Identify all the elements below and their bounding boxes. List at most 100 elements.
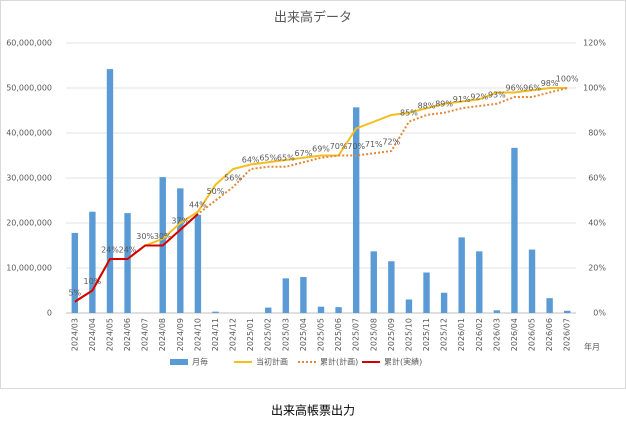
bar [370, 251, 377, 313]
x-tick-label: 2025/04 [299, 318, 308, 351]
y2-tick-label: 100% [583, 84, 606, 93]
data-label: 37% [171, 216, 189, 225]
x-tick-label: 2025/06 [334, 318, 343, 351]
bar [89, 211, 96, 313]
data-label: 10% [83, 277, 101, 286]
y2-tick-label: 20% [588, 264, 606, 273]
bar [546, 298, 553, 313]
data-label: 89% [435, 99, 453, 108]
bar [212, 311, 219, 313]
bar [405, 299, 413, 313]
data-label: 100% [556, 75, 579, 84]
data-label: 71% [365, 140, 383, 149]
x-tick-label: 2025/08 [369, 318, 378, 351]
bar [194, 214, 202, 313]
data-label: 24% [101, 246, 119, 255]
x-tick-label: 2024/12 [229, 318, 238, 351]
x-tick-label: 2026/01 [457, 318, 466, 351]
bar [476, 251, 483, 313]
bar [493, 310, 501, 313]
bar [265, 307, 272, 313]
x-tick-label: 2025/09 [387, 318, 396, 351]
bar [177, 188, 184, 313]
legend-swatch [170, 359, 188, 365]
x-tick-label: 2025/07 [352, 318, 361, 351]
line [74, 87, 568, 303]
x-tick-label: 2024/03 [70, 318, 79, 351]
data-label: 91% [453, 95, 471, 104]
data-label: 5% [68, 288, 81, 297]
x-tick-label: 2025/12 [440, 318, 449, 351]
y2-tick-label: 120% [583, 39, 606, 48]
y-tick-label: 60,000,000 [6, 39, 52, 48]
data-label: 65% [277, 153, 295, 162]
legend-label: 累計(実績) [384, 357, 422, 367]
bar [440, 292, 448, 313]
data-label: 70% [347, 142, 365, 151]
x-tick-label: 2024/10 [193, 318, 202, 351]
line [74, 213, 199, 303]
bar [317, 306, 325, 313]
data-label: 64% [242, 156, 260, 165]
data-label: 69% [312, 144, 330, 153]
data-label: 44% [189, 201, 207, 210]
bar [388, 261, 395, 313]
data-label: 24% [119, 246, 137, 255]
bar [124, 213, 131, 313]
data-label: 96% [506, 84, 524, 93]
bar [564, 310, 571, 313]
bar [423, 272, 430, 313]
x-tick-label: 2026/07 [563, 318, 572, 351]
x-tick-label: 2024/09 [176, 318, 185, 351]
y-tick-label: 20,000,000 [6, 219, 52, 228]
y2-tick-label: 40% [588, 219, 606, 228]
bar [528, 249, 536, 313]
data-label: 72% [382, 138, 400, 147]
x-tick-label: 2024/05 [105, 318, 114, 351]
data-label: 96% [523, 84, 541, 93]
y-tick-label: 10,000,000 [6, 264, 52, 273]
x-tick-label: 2026/05 [528, 318, 537, 351]
data-label: 56% [224, 174, 242, 183]
data-label: 88% [418, 102, 436, 111]
data-label: 70% [330, 142, 348, 151]
data-label: 93% [488, 90, 506, 99]
bar [300, 277, 307, 313]
x-tick-label: 2025/03 [281, 318, 290, 351]
x-tick-label: 2024/11 [211, 318, 220, 351]
data-label: 85% [400, 108, 418, 117]
data-label: 92% [470, 93, 488, 102]
x-tick-label: 2026/04 [510, 318, 519, 351]
x-tick-label: 2025/10 [404, 318, 413, 351]
x-tick-label: 2025/01 [246, 318, 255, 351]
x-tick-label: 2024/06 [123, 318, 132, 351]
chart-frame [0, 0, 626, 389]
y2-tick-label: 0% [593, 309, 606, 318]
data-label: 98% [541, 79, 559, 88]
x-tick-label: 2025/11 [422, 318, 431, 351]
x-tick-label: 2024/07 [141, 318, 150, 351]
x-tick-label: 2026/06 [545, 318, 554, 351]
x-tick-label: 2025/05 [317, 318, 326, 351]
x-tick-label: 2024/04 [88, 318, 97, 351]
legend-label: 月毎 [192, 357, 208, 367]
x-tick-label: 2025/02 [264, 318, 273, 351]
legend-label: 累計(計画) [320, 357, 358, 367]
caption: 出来高帳票出力 [271, 403, 355, 418]
y2-tick-label: 80% [588, 129, 606, 138]
legend-label: 当初計画 [256, 357, 288, 367]
data-label: 50% [207, 187, 225, 196]
data-label: 30% [136, 232, 154, 241]
bar [71, 232, 78, 313]
x-tick-label: 2026/02 [475, 318, 484, 351]
data-label: 65% [259, 153, 277, 162]
y-tick-label: 30,000,000 [6, 174, 52, 183]
chart-title: 出来高データ [274, 10, 352, 26]
x-axis-label: 年月 [584, 342, 600, 352]
y-tick-label: 40,000,000 [6, 129, 52, 138]
bar [282, 278, 290, 313]
bar [458, 237, 465, 313]
data-label: 30% [154, 232, 172, 241]
bar [106, 69, 114, 313]
